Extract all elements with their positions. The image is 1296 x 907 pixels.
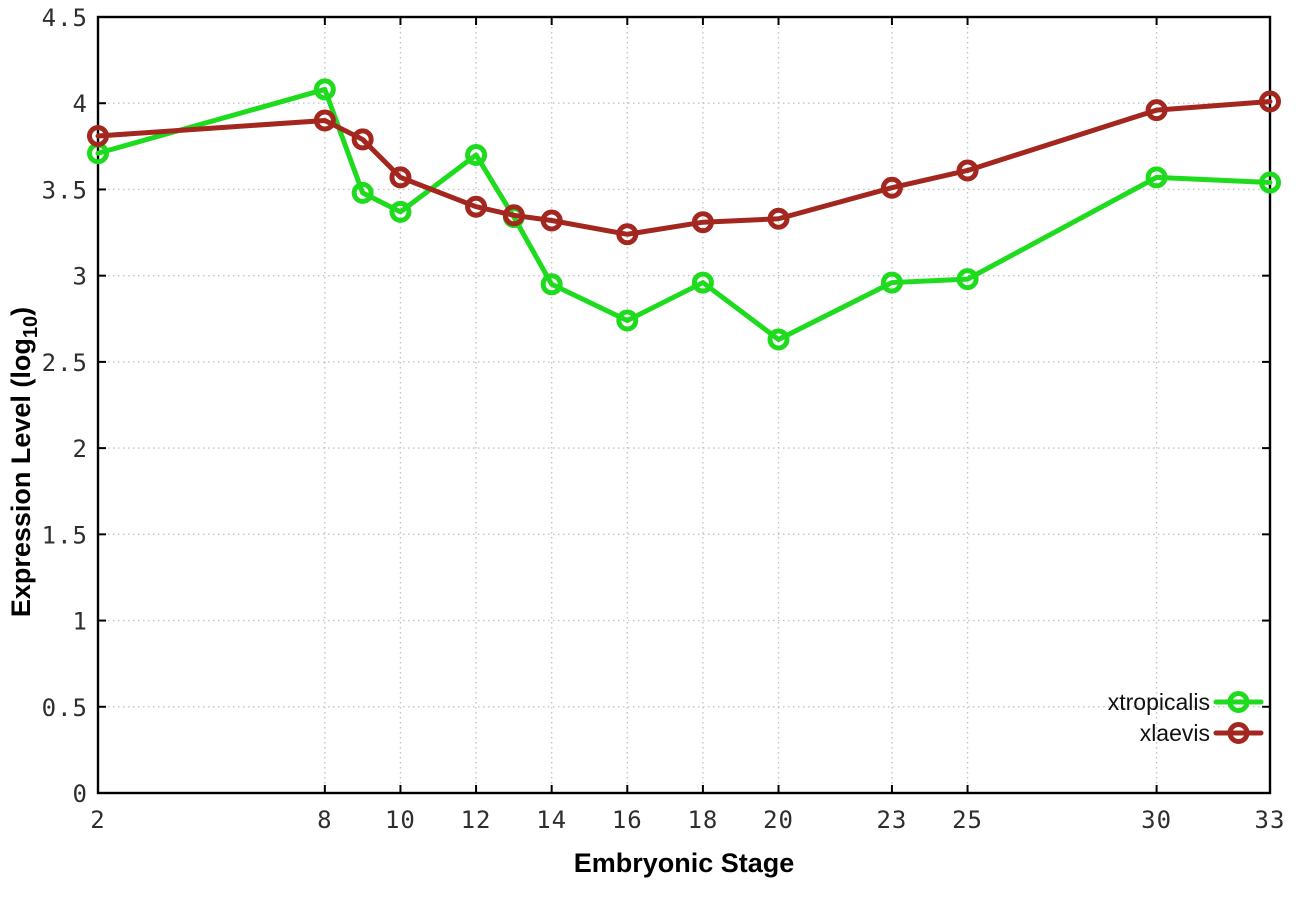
data-point-xlaevis-stage-8 [313,109,336,132]
data-point-xlaevis-stage-30 [1145,99,1168,122]
y-tick-label-1.5: 1.5 [42,521,88,549]
data-point-xlaevis-stage-23 [880,176,903,199]
plot-border [96,15,1272,795]
axis-ticks [97,16,1271,794]
x-tick-label-25: 25 [952,806,983,834]
data-point-xlaevis-stage-16 [616,223,639,246]
legend-marker-xtropicalis [1227,691,1250,713]
data-point-xtropicalis-stage-23 [880,271,903,294]
data-point-xtropicalis-stage-10 [389,200,412,223]
y-axis-title-suffix: ) [6,307,36,316]
data-point-xtropicalis-stage-18 [691,271,714,294]
data-point-xlaevis-stage-10 [389,166,412,189]
x-tick-label-33: 33 [1255,806,1286,834]
data-point-xtropicalis-stage-14 [540,273,563,296]
x-tick-label-20: 20 [763,806,794,834]
data-point-xlaevis-stage-2 [87,124,109,147]
y-tick-label-0: 0 [73,780,88,808]
y-tick-label-0.5: 0.5 [42,694,88,722]
x-tick-label-16: 16 [612,806,643,834]
x-tick-label-14: 14 [536,806,567,834]
y-tick-label-1: 1 [73,608,88,636]
data-point-xtropicalis-stage-25 [956,268,979,291]
x-tick-label-18: 18 [687,806,718,834]
data-point-xtropicalis-stage-16 [616,309,639,332]
series-line-xtropicalis [95,86,1273,342]
data-point-xtropicalis-stage-30 [1145,166,1168,189]
y-tick-label-3: 3 [73,263,88,291]
data-point-xlaevis-stage-14 [540,209,563,232]
data-point-xtropicalis-stage-12 [465,143,488,166]
y-tick-label-3.5: 3.5 [42,176,88,204]
data-point-xlaevis-stage-18 [691,211,714,234]
data-point-xlaevis-stage-25 [956,159,979,182]
x-tick-label-23: 23 [876,806,907,834]
y-tick-label-4: 4 [73,90,88,118]
data-point-xtropicalis-stage-33 [1259,171,1281,194]
data-point-xlaevis-stage-33 [1259,90,1281,113]
data-point-xlaevis-stage-20 [767,207,790,230]
data-series [87,78,1281,351]
x-tick-label-12: 12 [461,806,492,834]
data-point-xtropicalis-stage-9 [351,181,374,204]
gridlines [98,17,1270,793]
y-axis-title-main: Expression Level (log [6,338,36,617]
y-tick-label-2: 2 [73,435,88,463]
y-axis-title-subscript: 10 [20,316,42,338]
series-xlaevis [87,90,1281,246]
legend-label-xtropicalis: xtropicalis [1108,689,1210,715]
y-tick-label-4.5: 4.5 [42,4,88,32]
x-tick-label-2: 2 [90,806,105,834]
legend-marker-xlaevis [1227,722,1250,744]
x-tick-label-30: 30 [1141,806,1172,834]
legend-label-xlaevis: xlaevis [1140,720,1210,746]
data-point-xtropicalis-stage-8 [313,78,336,101]
data-point-xlaevis-stage-13 [502,204,525,227]
series-line-xlaevis [95,98,1273,237]
x-tick-label-8: 8 [317,806,332,834]
y-tick-label-2.5: 2.5 [42,349,88,377]
legend: xtropicalis xlaevis [1108,689,1264,746]
data-point-xtropicalis-stage-20 [767,328,790,351]
x-axis-title: Embryonic Stage [574,848,795,878]
x-tick-label-10: 10 [385,806,416,834]
data-point-xlaevis-stage-9 [351,128,374,151]
tick-labels: 2 8 10 12 14 16 18 20 23 25 30 33 0 0.5 1 1.5 2 2.5 3 3.5 4 4… [42,4,1286,834]
data-point-xlaevis-stage-12 [465,195,488,218]
series-xtropicalis [87,78,1281,351]
y-axis-title: Expression Level (log10) [6,307,42,617]
